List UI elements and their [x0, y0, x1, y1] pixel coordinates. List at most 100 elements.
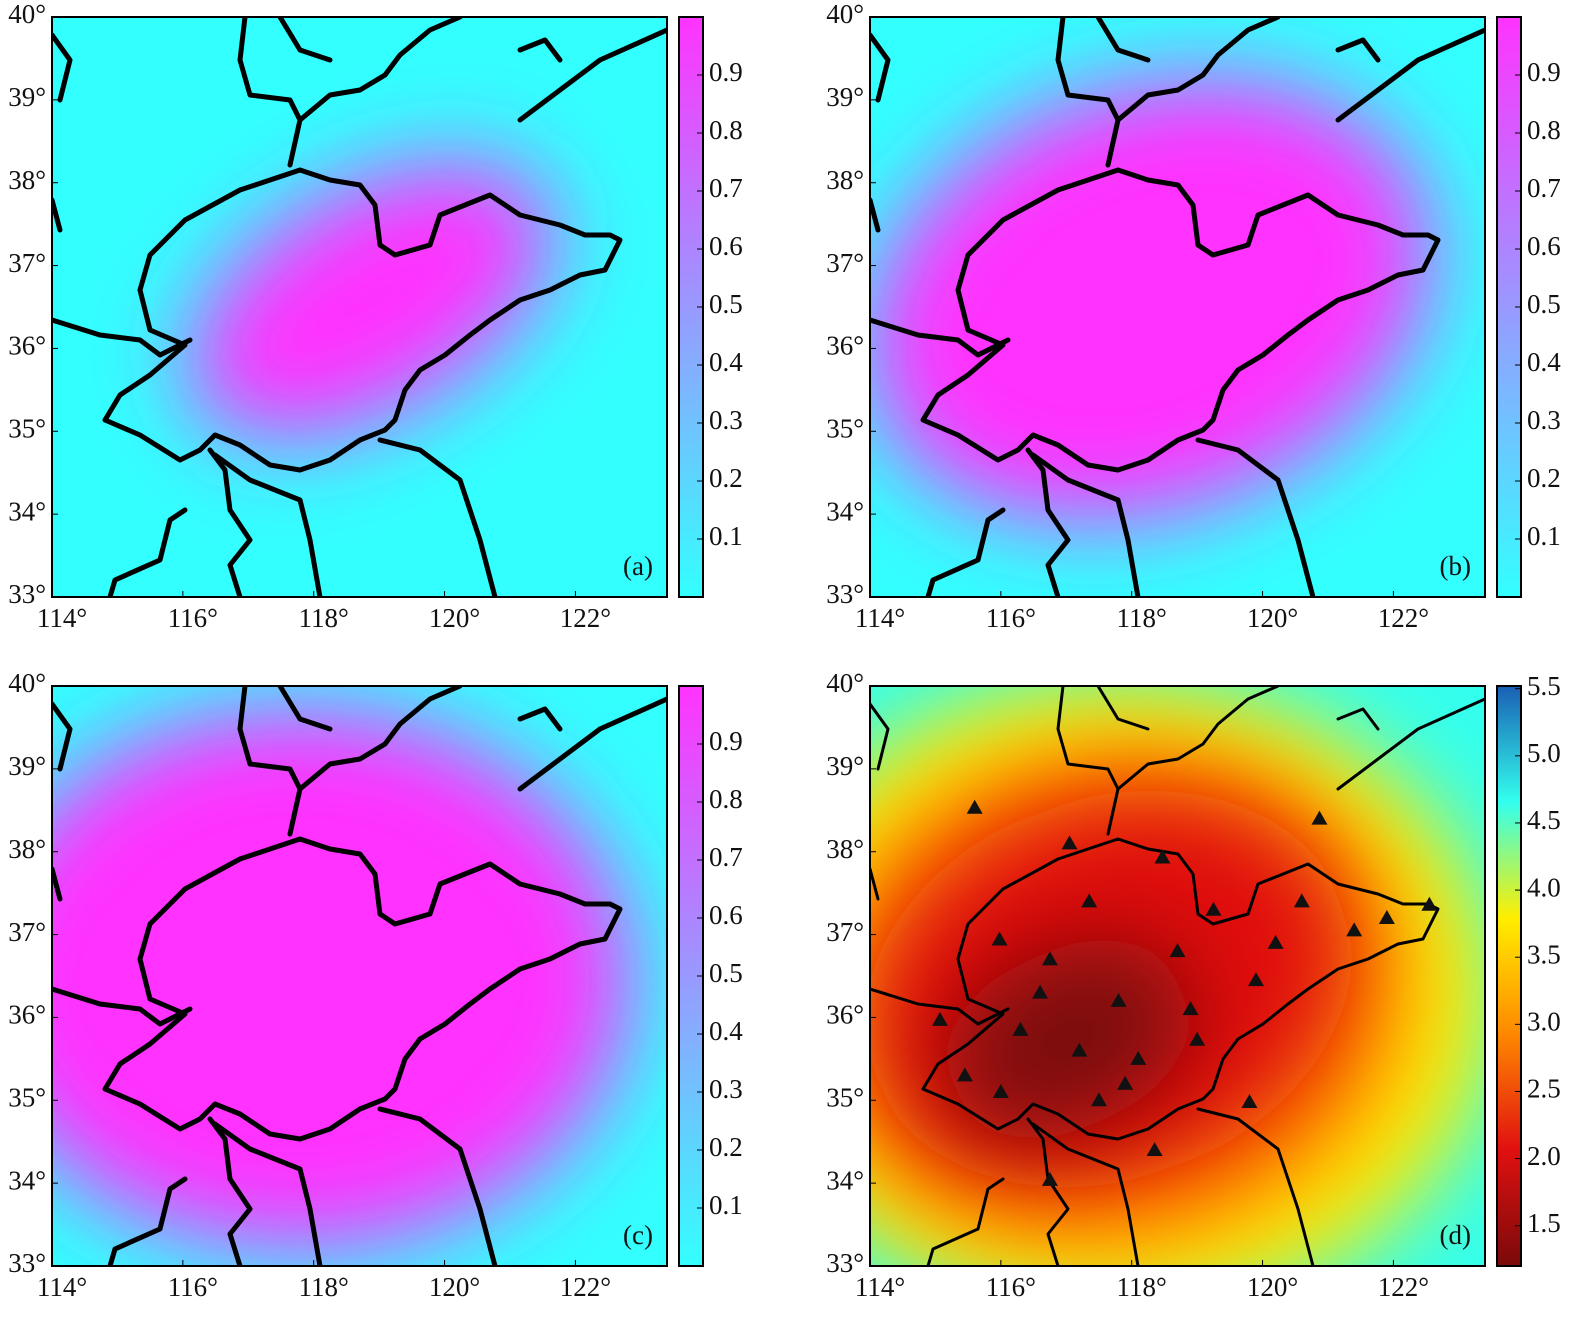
- map-panel: 114° 116° 118° 120° 122° 33° 34° 35° 36° 37° 38° 39…: [826, 0, 1561, 633]
- x-tick-label: 122°: [560, 1272, 611, 1302]
- station: [1071, 1042, 1088, 1057]
- y-tick-label: 39°: [8, 751, 46, 781]
- x-tick-label: 116°: [168, 603, 218, 633]
- colorbar-tick-label: 0.4: [1527, 347, 1561, 377]
- station: [1248, 972, 1265, 987]
- y-tick-label: 33°: [8, 1248, 46, 1278]
- map-field: [52, 686, 667, 1266]
- station: [1421, 896, 1438, 911]
- y-tick-label: 39°: [826, 751, 864, 781]
- colorbar-tick-label: 4.0: [1527, 872, 1561, 902]
- x-tick-label: 118°: [299, 1272, 349, 1302]
- y-tick-label: 35°: [8, 1082, 46, 1112]
- colorbar-tick-label: 0.3: [709, 1074, 743, 1104]
- station: [1041, 951, 1058, 966]
- colorbar-tick-label: 0.5: [709, 958, 743, 988]
- colorbar-tick-label: 4.5: [1527, 805, 1561, 835]
- colorbar-tick-label: 5.0: [1527, 738, 1561, 768]
- y-tick-label: 33°: [8, 579, 46, 609]
- colorbar-tick-label: 0.9: [1527, 57, 1561, 87]
- y-tick-label: 37°: [826, 248, 864, 278]
- y-tick-label: 38°: [826, 834, 864, 864]
- colorbar-tick-label: 0.1: [1527, 521, 1561, 551]
- station: [1146, 1142, 1163, 1156]
- y-tick-label: 37°: [8, 248, 46, 278]
- panel-label: (d): [1440, 1220, 1471, 1250]
- colorbar-tick-label: 0.2: [709, 463, 743, 493]
- station: [991, 931, 1008, 946]
- station: [1012, 1021, 1029, 1036]
- colorbar-tick-label: 0.7: [709, 173, 743, 203]
- colorbar-tick-label: 0.3: [709, 405, 743, 435]
- x-tick-label: 120°: [429, 603, 480, 633]
- field-region: [188, 161, 552, 439]
- map-panel: 114° 116° 118° 120° 122° 33° 34° 35° 36° 37° 38° 39…: [8, 668, 743, 1302]
- colorbar-tick-label: 2.0: [1527, 1141, 1561, 1171]
- y-tick-label: 38°: [8, 834, 46, 864]
- y-tick-label: 36°: [826, 331, 864, 361]
- map-field: [870, 686, 1485, 1266]
- map-field: [52, 17, 667, 597]
- y-tick-label: 37°: [8, 917, 46, 947]
- x-tick-label: 120°: [1247, 1272, 1298, 1302]
- y-tick-label: 38°: [826, 165, 864, 195]
- colorbar-tick-label: 5.5: [1527, 671, 1561, 701]
- colorbar-tick-label: 0.4: [709, 347, 743, 377]
- station: [1041, 1171, 1058, 1186]
- x-tick-label: 114°: [855, 1272, 905, 1302]
- station: [1378, 910, 1395, 924]
- colorbar-tick-label: 2.5: [1527, 1074, 1561, 1104]
- plot-frame: [869, 16, 1486, 598]
- y-tick-label: 38°: [8, 165, 46, 195]
- y-tick-label: 39°: [8, 82, 46, 112]
- station: [1032, 984, 1049, 999]
- colorbar-tick-label: 0.2: [1527, 463, 1561, 493]
- x-tick-label: 118°: [1117, 1272, 1167, 1302]
- x-tick-label: 122°: [1378, 603, 1429, 633]
- station: [1182, 1001, 1199, 1016]
- station: [1293, 893, 1310, 908]
- colorbar-tick-label: 0.7: [1527, 173, 1561, 203]
- map-field: [870, 17, 1485, 597]
- station: [1081, 893, 1098, 908]
- colorbar-tick-label: 0.3: [1527, 405, 1561, 435]
- map-panel: 114° 116° 118° 120° 122° 33° 34° 35° 36° 37° 38° 39…: [826, 668, 1561, 1302]
- plot-frame: [869, 685, 1486, 1267]
- x-tick-label: 116°: [986, 603, 1036, 633]
- field-region: [870, 79, 1430, 521]
- panel-label: (a): [623, 551, 653, 581]
- y-tick-label: 34°: [826, 1165, 864, 1195]
- station: [966, 799, 983, 814]
- y-tick-label: 40°: [826, 0, 864, 29]
- x-tick-label: 114°: [37, 603, 87, 633]
- station: [1311, 810, 1328, 825]
- panel-label: (b): [1440, 551, 1471, 581]
- y-tick-label: 33°: [826, 579, 864, 609]
- colorbar: [1496, 685, 1522, 1267]
- station: [1169, 943, 1186, 958]
- x-tick-label: 116°: [168, 1272, 218, 1302]
- x-tick-label: 122°: [560, 603, 611, 633]
- plot-frame: [51, 685, 668, 1267]
- colorbar-tick-label: 0.9: [709, 726, 743, 756]
- colorbar-tick-label: 0.9: [709, 57, 743, 87]
- field-region: [52, 709, 630, 1249]
- station: [1090, 1092, 1107, 1107]
- x-tick-label: 118°: [299, 603, 349, 633]
- colorbar-tick-label: 0.2: [709, 1132, 743, 1162]
- station: [1117, 1075, 1134, 1090]
- y-tick-label: 36°: [8, 1000, 46, 1030]
- y-tick-label: 37°: [826, 917, 864, 947]
- x-tick-label: 122°: [1378, 1272, 1429, 1302]
- y-tick-label: 34°: [8, 496, 46, 526]
- colorbar-tick-label: 0.7: [709, 842, 743, 872]
- colorbar-tick-label: 0.8: [1527, 115, 1561, 145]
- station: [1154, 849, 1171, 864]
- x-tick-label: 118°: [1117, 603, 1167, 633]
- station: [992, 1084, 1009, 1098]
- colorbar-tick-label: 0.6: [709, 900, 743, 930]
- y-tick-label: 33°: [826, 1248, 864, 1278]
- colorbar-tick-label: 0.1: [709, 521, 743, 551]
- station: [1205, 901, 1222, 916]
